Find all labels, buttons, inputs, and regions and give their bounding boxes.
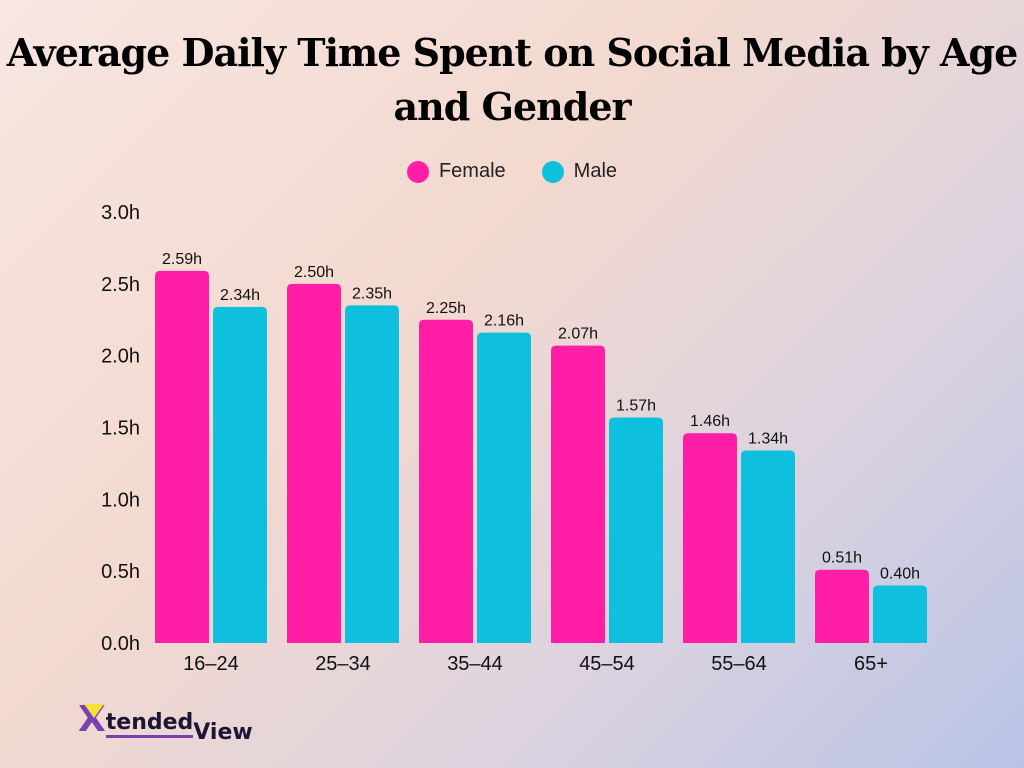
data-label: 1.57h — [616, 397, 656, 414]
y-tick-label: 1.5h — [101, 418, 140, 440]
legend-item-female: Female — [406, 160, 506, 183]
xtendedview-logo: X tended View — [78, 699, 253, 744]
legend-label-female: Female — [438, 160, 506, 182]
y-tick-label: 0.5h — [101, 561, 140, 583]
legend: Female Male — [0, 160, 1024, 183]
legend-swatch-female — [406, 160, 429, 183]
bar-female — [155, 270, 209, 643]
bar-male — [477, 332, 531, 643]
legend-item-male: Male — [541, 160, 618, 183]
x-tick-label: 35–44 — [447, 653, 503, 675]
y-tick-label: 2.0h — [101, 346, 140, 368]
data-label: 1.46h — [690, 413, 730, 430]
chart-title: Average Daily Time Spent on Social Media… — [6, 30, 1019, 129]
y-tick-label: 3.0h — [101, 202, 140, 224]
data-label: 2.07h — [558, 326, 598, 343]
data-label: 2.34h — [220, 287, 260, 304]
x-tick-label: 25–34 — [315, 653, 371, 675]
legend-swatch-male — [541, 160, 564, 183]
data-label: 0.40h — [880, 566, 920, 583]
data-label: 2.25h — [426, 300, 466, 317]
data-label: 0.51h — [822, 550, 862, 567]
bar-female — [287, 283, 341, 643]
bar-male — [345, 305, 399, 643]
logo-text-2: View — [193, 720, 253, 745]
x-tick-label: 65+ — [854, 653, 888, 675]
bar-male — [741, 450, 795, 643]
y-tick-label: 0.0h — [101, 633, 140, 655]
bar-male — [873, 585, 927, 643]
bar-female — [815, 569, 869, 643]
bar-female — [419, 319, 473, 643]
legend-label-male: Male — [573, 160, 618, 182]
x-tick-label: 45–54 — [579, 653, 635, 675]
bar-male — [213, 306, 267, 643]
data-label: 1.34h — [748, 430, 788, 447]
bar-female — [683, 433, 737, 643]
data-label: 2.50h — [294, 264, 334, 281]
data-label: 2.35h — [352, 285, 392, 302]
logo-x-mark: X — [78, 699, 106, 740]
y-tick-label: 1.0h — [101, 489, 140, 511]
y-tick-label: 2.5h — [101, 274, 140, 296]
bar-male — [609, 417, 663, 643]
data-label: 2.16h — [484, 313, 524, 330]
logo-text-1: tended — [105, 711, 194, 738]
x-tick-label: 55–64 — [711, 653, 767, 675]
data-label: 2.59h — [162, 251, 202, 268]
x-tick-label: 16–24 — [183, 653, 239, 675]
bar-female — [551, 345, 605, 643]
